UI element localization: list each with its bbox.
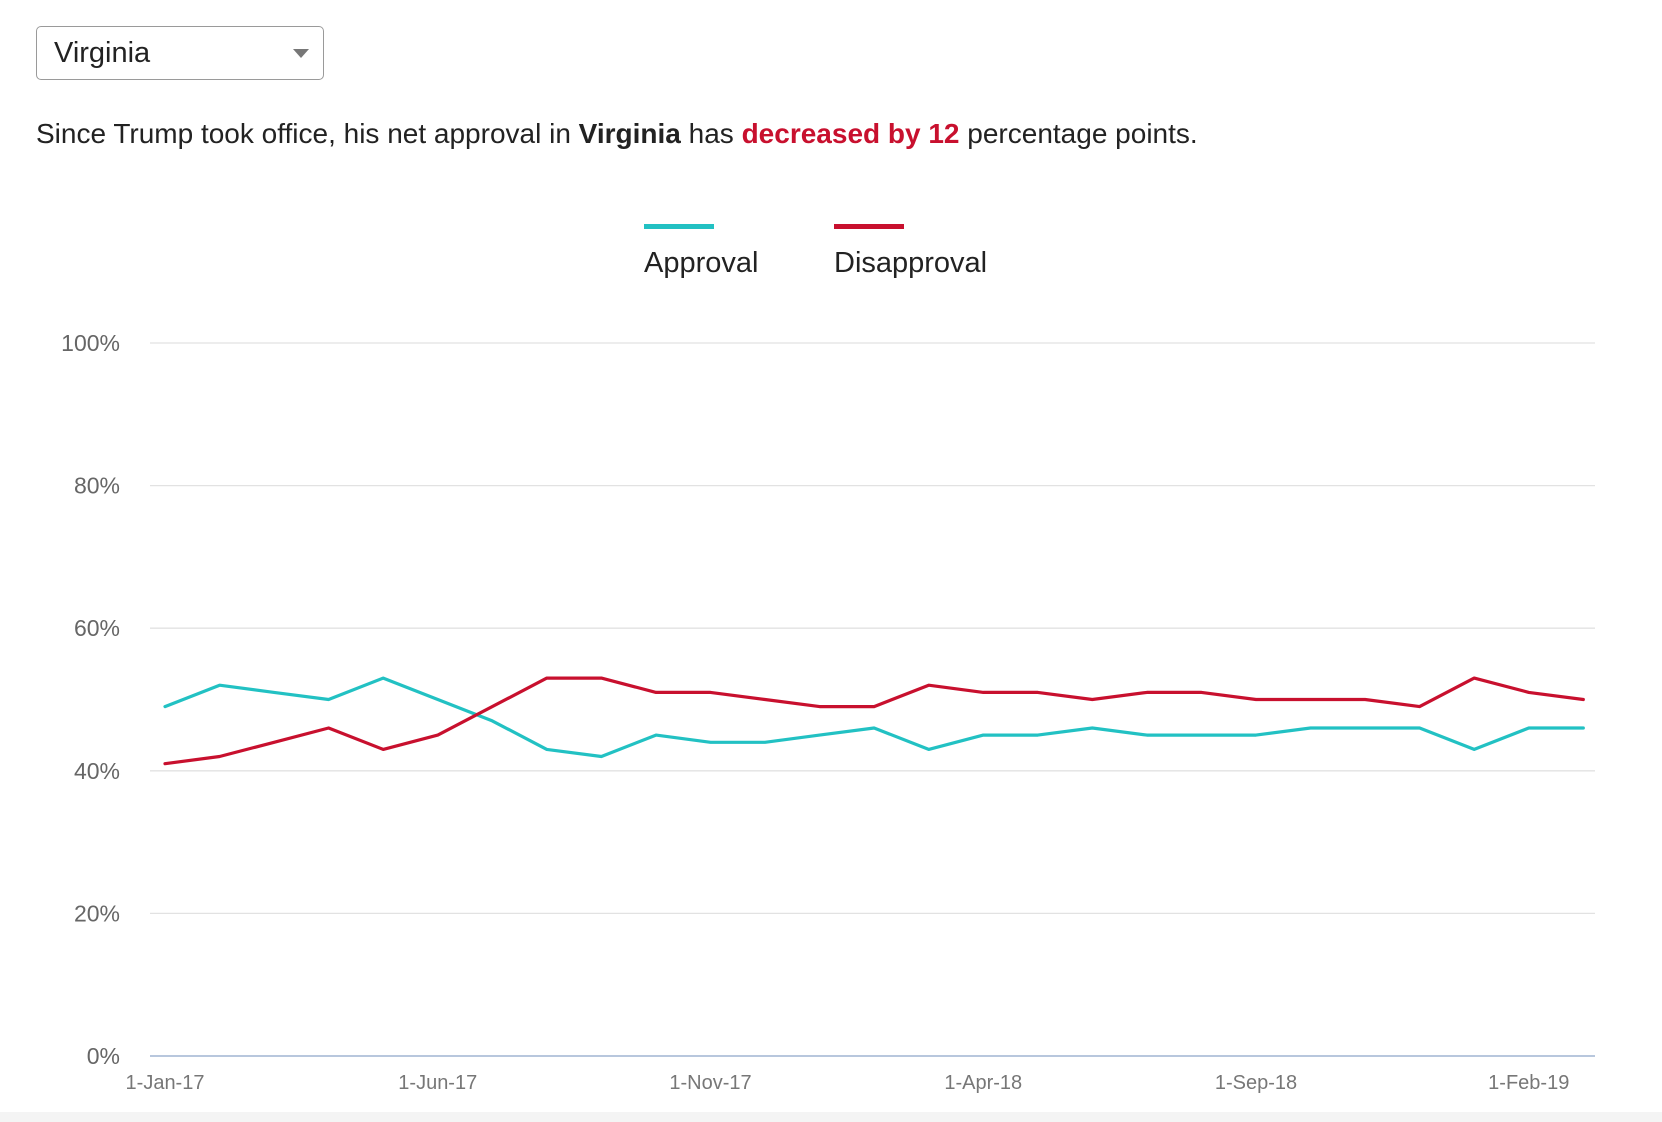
summary-change: decreased by 12: [741, 118, 960, 149]
legend-swatch-approval: [644, 224, 714, 229]
caret-down-icon[interactable]: [293, 49, 309, 58]
x-tick-label: 1-Jun-17: [398, 1072, 477, 1094]
y-tick-label: 20%: [74, 900, 120, 926]
summary-suffix: percentage points.: [967, 118, 1198, 149]
legend-item-disapproval[interactable]: Disapproval: [834, 224, 987, 280]
x-tick-label: 1-Sep-18: [1215, 1072, 1297, 1094]
summary-prefix: Since Trump took office, his net approva…: [36, 118, 571, 149]
summary-middle: has: [688, 118, 734, 149]
y-tick-label: 0%: [87, 1043, 120, 1069]
y-tick-label: 100%: [61, 330, 120, 356]
x-tick-label: 1-Feb-19: [1488, 1072, 1569, 1094]
legend-label-disapproval: Disapproval: [834, 247, 988, 279]
summary-text: Since Trump took office, his net approva…: [36, 118, 1198, 150]
legend-item-approval[interactable]: Approval: [644, 224, 758, 280]
y-tick-label: 60%: [74, 615, 120, 641]
legend-swatch-disapproval: [834, 224, 904, 229]
legend-label-approval: Approval: [644, 247, 759, 279]
y-tick-label: 40%: [74, 758, 120, 784]
x-tick-label: 1-Jan-17: [126, 1072, 205, 1094]
y-tick-label: 80%: [74, 473, 120, 499]
footer-strip: [0, 1112, 1662, 1122]
series-line-approval: [163, 676, 1585, 759]
x-tick-label: 1-Apr-18: [944, 1072, 1022, 1094]
series-line-disapproval: [163, 676, 1585, 766]
x-tick-label: 1-Nov-17: [669, 1072, 751, 1094]
state-select[interactable]: Virginia: [36, 26, 324, 80]
summary-state: Virginia: [578, 118, 681, 149]
state-select-value: Virginia: [54, 36, 151, 69]
